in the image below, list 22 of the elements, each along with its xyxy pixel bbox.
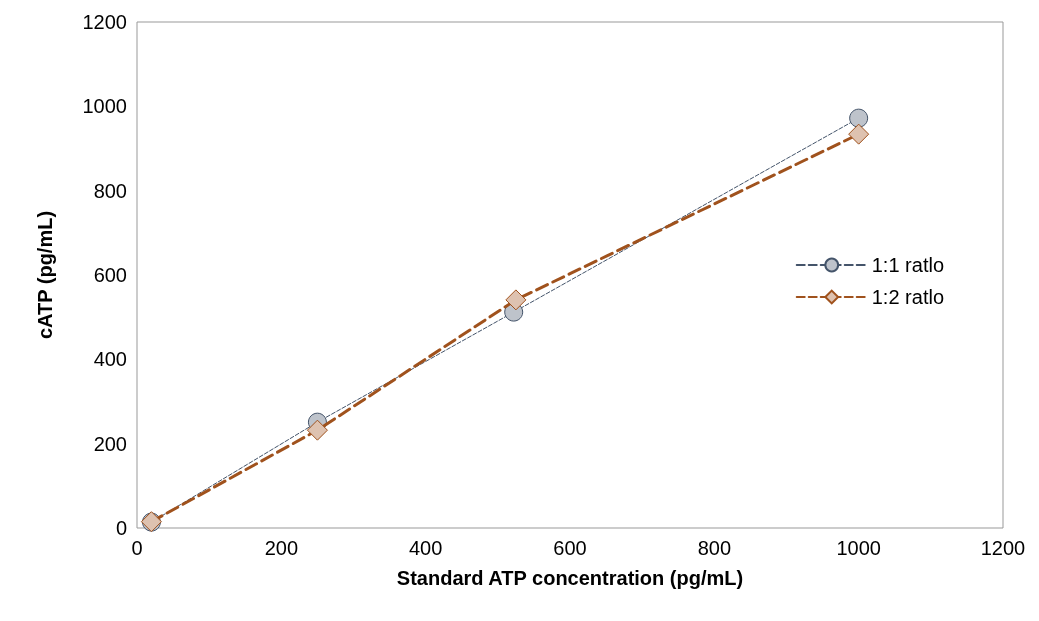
y-tick-label: 1000: [82, 95, 127, 118]
point: [306, 419, 328, 441]
point: [505, 289, 527, 311]
y-tick-label: 600: [93, 264, 127, 286]
y-tick-label: 800: [93, 179, 127, 202]
legend-label: 1:1 ratlo: [871, 254, 944, 276]
x-axis-title: Standard ATP concentration (pg/mL): [396, 567, 744, 589]
x-tick-label: 1000: [836, 537, 881, 559]
x-tick-label: 0: [131, 537, 143, 559]
y-tick-label: 200: [93, 432, 127, 455]
legend-label: 1:2 ratlo: [871, 286, 944, 308]
x-tick-label: 200: [264, 537, 299, 559]
y-tick-label: 0: [115, 517, 127, 539]
x-tick-label: 1200: [980, 537, 1026, 559]
x-tick-label: 600: [553, 537, 587, 559]
x-tick-label: 800: [697, 537, 732, 559]
x-tick-label: 400: [408, 537, 443, 559]
y-tick-label: 400: [93, 348, 127, 371]
point: [848, 123, 870, 145]
y-tick-label: 1200: [82, 11, 127, 33]
point: [849, 108, 869, 128]
y-axis-title: cATP (pg/mL): [34, 210, 56, 340]
